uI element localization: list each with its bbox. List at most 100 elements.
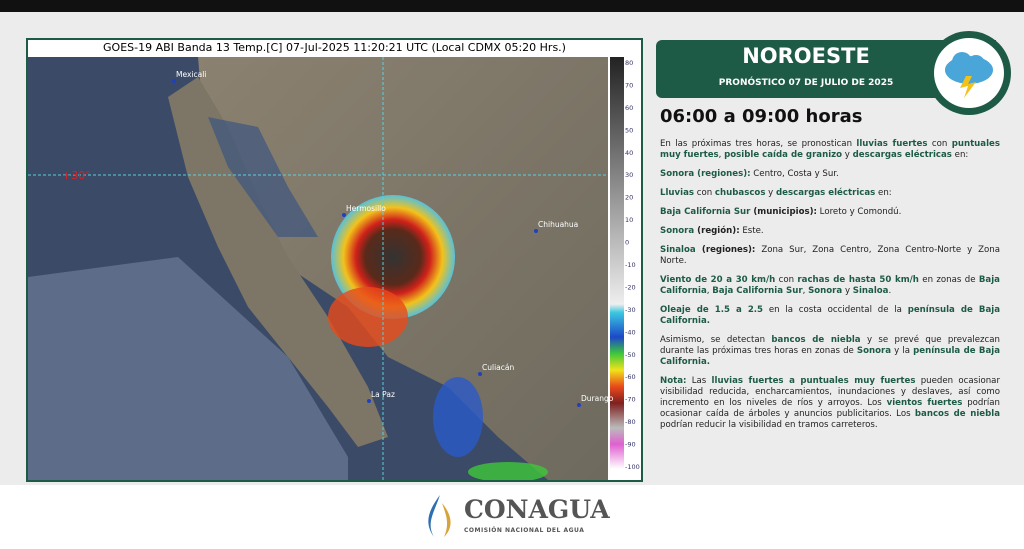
text-run: y xyxy=(842,150,853,160)
text-run: Baja California Sur xyxy=(712,286,803,296)
text-run: Viento de 20 a 30 km/h xyxy=(660,275,776,285)
city-label: Mexicali xyxy=(176,70,206,79)
text-run: , xyxy=(718,150,725,160)
scale-label: -50 xyxy=(625,351,636,359)
text-run: en: xyxy=(951,150,969,160)
text-run: con xyxy=(927,139,952,149)
text-run: Baja California Sur xyxy=(660,207,751,217)
city-dot xyxy=(478,372,482,376)
city-label: Culiacán xyxy=(482,363,514,372)
logo-mark xyxy=(428,495,451,537)
text-run: Sonora xyxy=(808,286,843,296)
logo-name: CONAGUA xyxy=(464,495,610,524)
text-run: con xyxy=(694,188,715,198)
text-run: . xyxy=(888,286,892,296)
text-run: (regiones): xyxy=(695,245,756,255)
forecast-text: En las próximas tres horas, se pronostic… xyxy=(660,139,1000,439)
satellite-image: Mexicali Hermosillo Chihuahua Culiacán Duran… xyxy=(28,57,640,480)
text-run: vientos fuertes xyxy=(886,398,963,408)
city-dot xyxy=(172,79,176,83)
scale-label: 30 xyxy=(625,171,633,179)
scale-label: 0 xyxy=(625,239,629,247)
text-run: rachas de hasta 50 km/h xyxy=(797,275,919,285)
text-run: Sonora xyxy=(660,226,695,236)
scale-label: -10 xyxy=(625,261,636,269)
text-run: pueden ocasionar visibilidad reducida, e… xyxy=(660,376,1000,408)
paragraph: Nota: Las lluvias fuertes a puntuales mu… xyxy=(660,376,1000,431)
text-run: Centro, Costa y Sur. xyxy=(750,169,839,179)
city-label: Durango xyxy=(581,394,614,403)
text-run: lluvias fuertes xyxy=(856,139,928,149)
city-label: Hermosillo xyxy=(346,204,386,213)
text-run: y xyxy=(765,188,776,198)
scale-label: -20 xyxy=(625,283,636,291)
text-run: y la xyxy=(891,346,914,356)
text-run: puntuales muy fuertes xyxy=(660,139,1000,160)
text-run: Sonora (regiones): xyxy=(660,169,751,179)
text-run: en la costa occidental de la xyxy=(763,305,908,315)
top-bar xyxy=(0,0,1024,12)
text-run: Asimismo, se detectan xyxy=(660,335,772,345)
text-run: posible caída de granizo xyxy=(724,150,843,160)
text-run: Sonora xyxy=(856,346,892,356)
scale-label: -80 xyxy=(625,418,636,426)
text-run: Sinaloa xyxy=(660,245,696,255)
period: 06:00 a 09:00 horas xyxy=(660,106,863,127)
text-run: (región): xyxy=(694,226,740,236)
text-run: Nota: xyxy=(660,376,687,386)
text-run: península de Baja California. xyxy=(660,305,1000,326)
text-run: lluvias fuertes a puntuales muy fuertes xyxy=(711,376,916,386)
text-run: Este. xyxy=(739,226,764,236)
scale-label: 10 xyxy=(625,216,633,224)
subtitle: PRONÓSTICO 07 DE JULIO DE 2025 xyxy=(718,78,894,88)
scale-label: -60 xyxy=(625,373,636,381)
text-run: , xyxy=(802,286,809,296)
city-dot xyxy=(342,213,346,217)
scale-label: -90 xyxy=(625,441,636,449)
paragraph: Oleaje de 1.5 a 2.5 en la costa occident… xyxy=(660,305,1000,327)
text-run: (municipios): xyxy=(750,207,817,217)
paragraph: En las próximas tres horas, se pronostic… xyxy=(660,139,1000,161)
paragraph: Lluvias con chubascos y descargas eléctr… xyxy=(660,188,1000,199)
scale-label: 20 xyxy=(625,194,633,202)
region: NOROESTE xyxy=(742,44,870,68)
city-dot xyxy=(367,399,371,403)
scale-label: 80 xyxy=(625,59,633,67)
weather-icon xyxy=(927,31,1011,115)
text-run: Zona Sur, Zona Centro, Zona Centro-Norte… xyxy=(660,245,1000,266)
paragraph: Baja California Sur (municipios): Loreto… xyxy=(660,207,1000,218)
scale-label: 40 xyxy=(625,149,633,157)
text-run: descargas eléctricas xyxy=(776,188,876,198)
latitude-label: +30° xyxy=(62,169,91,182)
paragraph: Sonora (región): Este. xyxy=(660,226,1000,237)
text-run: , xyxy=(706,286,713,296)
footer: CONAGUA COMISIÓN NACIONAL DEL AGUA xyxy=(0,485,1024,549)
paragraph: Sinaloa (regiones): Zona Sur, Zona Centr… xyxy=(660,245,1000,267)
city-label: La Paz xyxy=(371,390,395,399)
city-label: Chihuahua xyxy=(538,220,578,229)
scale-label: 60 xyxy=(625,104,633,112)
caption: GOES-19 ABI Banda 13 Temp.[C] 07-Jul-202… xyxy=(103,41,566,54)
text-run: y xyxy=(842,286,853,296)
text-run: En las próximas tres horas, se pronostic… xyxy=(660,139,857,149)
scale-label: -40 xyxy=(625,328,636,336)
logo-tagline: COMISIÓN NACIONAL DEL AGUA xyxy=(464,527,585,534)
scale-label: -30 xyxy=(625,306,636,314)
text-run: podrían ocasionar caída de árboles y anu… xyxy=(660,398,1000,419)
satellite-panel: GOES-19 ABI Banda 13 Temp.[C] 07-Jul-202… xyxy=(26,38,643,482)
city-dot xyxy=(577,403,581,407)
text-run: bancos de niebla xyxy=(914,409,1000,419)
scale-label: -70 xyxy=(625,396,636,404)
text-run: Oleaje de 1.5 a 2.5 xyxy=(660,305,764,315)
text-run: chubascos xyxy=(714,188,766,198)
text-run: Las xyxy=(686,376,712,386)
text-run: bancos de niebla xyxy=(771,335,861,345)
scale-label: 70 xyxy=(625,81,633,89)
text-run: en zonas de xyxy=(918,275,979,285)
text-run: Loreto y Comondú. xyxy=(816,207,902,217)
text-run: y se prevé que prevalezcan durante las p… xyxy=(660,335,1000,356)
text-run: podrían reducir la visibilidad en tramos… xyxy=(660,420,878,430)
paragraph: Viento de 20 a 30 km/h con rachas de has… xyxy=(660,275,1000,297)
city-dot xyxy=(534,229,538,233)
